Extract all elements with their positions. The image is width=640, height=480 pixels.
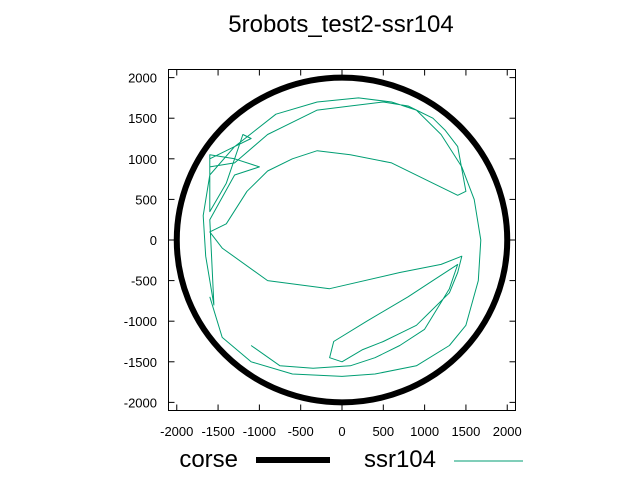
y-tick-label: 2000 xyxy=(128,71,157,86)
x-tick-label: -1500 xyxy=(201,424,234,439)
y-tick-label: -500 xyxy=(131,274,157,289)
x-tick-label: -1000 xyxy=(243,424,276,439)
y-axis: -2000 -1500 -1000 -500 0 500 1000 1500 2000 xyxy=(124,71,516,410)
x-tick-label: 1500 xyxy=(451,424,480,439)
x-axis: -2000 -1500 -1000 -500 0 500 1000 1500 2000 xyxy=(160,69,522,439)
x-tick-label: -500 xyxy=(288,424,314,439)
x-tick-label: 2000 xyxy=(493,424,522,439)
series-line-corse xyxy=(173,74,511,406)
chart-title: 5robots_test2-ssr104 xyxy=(228,11,453,38)
y-tick-label: 1000 xyxy=(128,152,157,167)
plot-area xyxy=(168,69,516,411)
series-layer xyxy=(173,74,511,406)
legend-label-ssr104: ssr104 xyxy=(364,446,436,473)
y-tick-label: -2000 xyxy=(124,395,157,410)
y-tick-label: 1500 xyxy=(128,111,157,126)
y-tick-label: 500 xyxy=(135,192,157,207)
x-tick-label: 500 xyxy=(372,424,394,439)
x-tick-label: 0 xyxy=(338,424,345,439)
legend-label-corse: corse xyxy=(179,446,238,473)
legend: corse ssr104 xyxy=(179,446,523,473)
y-tick-label: -1500 xyxy=(124,355,157,370)
series-line-ssr104 xyxy=(202,97,482,377)
y-tick-label: 0 xyxy=(150,233,157,248)
x-tick-label: 1000 xyxy=(410,424,439,439)
y-tick-label: -1000 xyxy=(124,314,157,329)
x-tick-label: -2000 xyxy=(160,424,193,439)
